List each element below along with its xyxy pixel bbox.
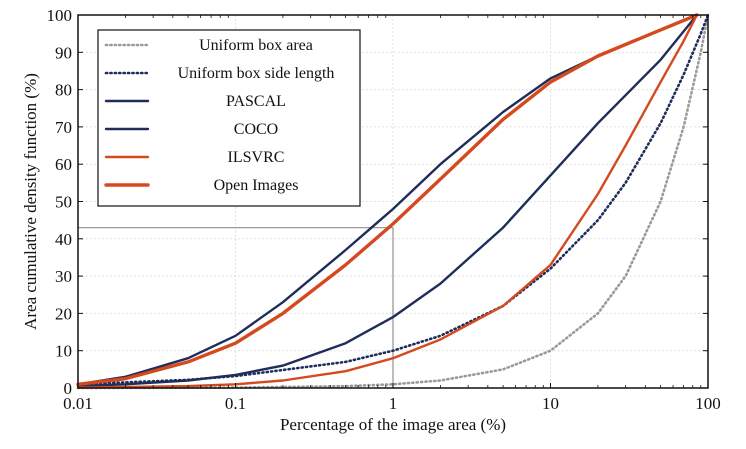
legend-box: [97, 29, 361, 207]
x-tick-label: 10: [542, 394, 559, 413]
legend-label: ILSVRC: [228, 149, 285, 166]
x-tick-label: 100: [695, 394, 721, 413]
legend-label: PASCAL: [226, 93, 286, 110]
legend-label: Uniform box side length: [178, 65, 335, 82]
y-axis-ticks: 0 10 20 30 40 50 60 70 80 90 100: [47, 6, 708, 398]
y-tick-label: 30: [55, 267, 72, 286]
y-tick-label: 50: [55, 193, 72, 212]
legend: Uniform box area Uniform box side length P…: [97, 29, 361, 207]
y-tick-label: 0: [64, 379, 73, 398]
x-tick-label: 0.01: [63, 394, 93, 413]
y-tick-label: 20: [55, 304, 72, 323]
legend-label: Uniform box area: [199, 37, 313, 54]
series-line-coco: [76, 13, 699, 388]
y-tick-label: 80: [55, 81, 72, 100]
series-line-ilsvrc: [76, 13, 699, 389]
x-axis-label: Percentage of the image area (%): [280, 415, 506, 434]
legend-label: COCO: [234, 121, 278, 138]
y-tick-label: 70: [55, 118, 72, 137]
y-tick-label: 100: [47, 6, 73, 25]
legend-label: Open Images: [214, 177, 299, 194]
x-axis-ticks: 0.01 0.1 1 10 100: [63, 15, 721, 413]
series-line-uniform-box-side-length: [76, 13, 710, 386]
series-lines: [76, 13, 710, 390]
y-tick-label: 10: [55, 342, 72, 361]
y-tick-label: 60: [55, 155, 72, 174]
x-tick-label: 0.1: [225, 394, 246, 413]
y-tick-label: 90: [55, 43, 72, 62]
y-axis-label: Area cumulative density function (%): [21, 73, 40, 330]
y-tick-label: 40: [55, 230, 72, 249]
x-tick-label: 1: [389, 394, 398, 413]
series-line-open-images: [76, 13, 699, 386]
reference-lines: [78, 226, 394, 388]
